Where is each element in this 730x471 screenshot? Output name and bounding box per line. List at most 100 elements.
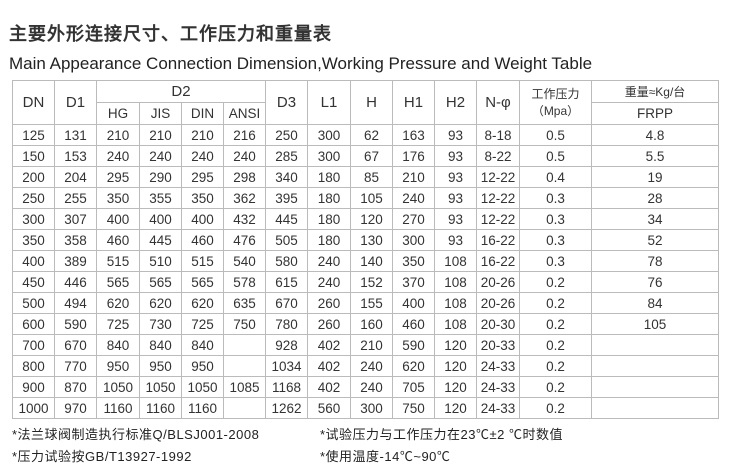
table-cell: 125 bbox=[12, 124, 55, 146]
table-cell: 970 bbox=[54, 397, 97, 419]
table-cell: 350 bbox=[12, 229, 55, 251]
table-cell: 240 bbox=[392, 187, 435, 209]
table-cell: 402 bbox=[307, 355, 351, 377]
table-cell: 240 bbox=[139, 145, 182, 167]
table-cell bbox=[591, 397, 719, 419]
table-cell: 389 bbox=[54, 250, 97, 272]
table-cell: 620 bbox=[181, 292, 224, 314]
table-cell: 20-26 bbox=[476, 271, 520, 293]
table-cell: 180 bbox=[307, 187, 351, 209]
table-cell: 300 bbox=[12, 208, 55, 230]
table-cell: 5.5 bbox=[591, 145, 719, 167]
header-din: DIN bbox=[181, 102, 224, 125]
table-cell: 515 bbox=[181, 250, 224, 272]
table-cell: 0.2 bbox=[519, 292, 592, 314]
table-cell: 52 bbox=[591, 229, 719, 251]
table-cell: 300 bbox=[307, 124, 351, 146]
table-cell: 725 bbox=[96, 313, 140, 335]
table-cell: 260 bbox=[307, 313, 351, 335]
table-cell: 180 bbox=[307, 229, 351, 251]
table-cell: 300 bbox=[307, 145, 351, 167]
table-cell: 295 bbox=[96, 166, 140, 188]
table-cell: 445 bbox=[265, 208, 308, 230]
table-row: 300 307 400 400 400 432 445 180 120 270 93 12-22 0.3… bbox=[12, 208, 719, 230]
table-cell: 900 bbox=[12, 376, 55, 398]
table-cell: 840 bbox=[96, 334, 140, 356]
table-cell: 12-22 bbox=[476, 208, 520, 230]
table-cell: 1050 bbox=[139, 376, 182, 398]
table-cell: 24-33 bbox=[476, 376, 520, 398]
table-row: 200 204 295 290 295 298 340 180 85 210 93 12-22 0.4 1… bbox=[12, 166, 719, 188]
table-cell: 1085 bbox=[223, 376, 266, 398]
table-cell: 78 bbox=[591, 250, 719, 272]
table-cell: 400 bbox=[96, 208, 140, 230]
header-d3: D3 bbox=[265, 80, 308, 125]
table-cell: 450 bbox=[12, 271, 55, 293]
table-cell: 350 bbox=[392, 250, 435, 272]
table-cell: 565 bbox=[181, 271, 224, 293]
table-cell: 93 bbox=[434, 145, 477, 167]
table-cell: 402 bbox=[307, 376, 351, 398]
table-cell: 130 bbox=[350, 229, 393, 251]
title-cn: 主要外形连接尺寸、工作压力和重量表 bbox=[9, 24, 332, 44]
table-cell: 105 bbox=[591, 313, 719, 335]
table-cell: 12-22 bbox=[476, 187, 520, 209]
table-cell: 34 bbox=[591, 208, 719, 230]
table-cell: 0.2 bbox=[519, 397, 592, 419]
table-cell: 8-22 bbox=[476, 145, 520, 167]
table-cell: 12-22 bbox=[476, 166, 520, 188]
table-cell: 240 bbox=[96, 145, 140, 167]
table-cell: 255 bbox=[54, 187, 97, 209]
table-cell: 210 bbox=[139, 124, 182, 146]
table-cell: 0.3 bbox=[519, 208, 592, 230]
table-cell: 93 bbox=[434, 208, 477, 230]
header-pressure: 工作压力 （Mpa） bbox=[519, 80, 592, 125]
table-cell: 600 bbox=[12, 313, 55, 335]
table-cell: 0.2 bbox=[519, 376, 592, 398]
table-cell: 340 bbox=[265, 166, 308, 188]
table-row: 350 358 460 445 460 476 505 180 130 300 93 16-22 0.3… bbox=[12, 229, 719, 251]
table-cell: 1160 bbox=[181, 397, 224, 419]
table-cell bbox=[223, 334, 266, 356]
table-cell: 460 bbox=[181, 229, 224, 251]
note-use-temp: *使用温度-14℃~90℃ bbox=[320, 449, 451, 464]
table-cell: 180 bbox=[307, 166, 351, 188]
table-cell: 120 bbox=[434, 397, 477, 419]
table-cell: 20-26 bbox=[476, 292, 520, 314]
table-cell: 928 bbox=[265, 334, 308, 356]
table-cell: 400 bbox=[12, 250, 55, 272]
table-cell: 93 bbox=[434, 124, 477, 146]
table-row: 450 446 565 565 565 578 615 240 152 370 108 20-26 0.… bbox=[12, 271, 719, 293]
table-cell: 635 bbox=[223, 292, 266, 314]
table-cell: 670 bbox=[265, 292, 308, 314]
table-cell: 93 bbox=[434, 187, 477, 209]
table-cell: 560 bbox=[307, 397, 351, 419]
table-cell bbox=[591, 376, 719, 398]
table-cell: 395 bbox=[265, 187, 308, 209]
table-cell: 240 bbox=[307, 250, 351, 272]
table-cell: 240 bbox=[223, 145, 266, 167]
table-cell: 210 bbox=[96, 124, 140, 146]
table-cell: 0.3 bbox=[519, 187, 592, 209]
table-cell: 28 bbox=[591, 187, 719, 209]
table-cell: 400 bbox=[392, 292, 435, 314]
table-cell: 76 bbox=[591, 271, 719, 293]
table-cell: 590 bbox=[392, 334, 435, 356]
table-cell: 120 bbox=[434, 334, 477, 356]
title-en: Main Appearance Connection Dimension,Wor… bbox=[9, 54, 593, 73]
header-n-phi: N-φ bbox=[476, 80, 520, 125]
table-cell: 750 bbox=[392, 397, 435, 419]
table-cell: 307 bbox=[54, 208, 97, 230]
table-cell: 950 bbox=[139, 355, 182, 377]
table-cell: 300 bbox=[350, 397, 393, 419]
table-cell: 204 bbox=[54, 166, 97, 188]
table-row: 900 870 1050 1050 1050 1085 1168 402 240 705 120 24… bbox=[12, 376, 719, 398]
table-cell: 140 bbox=[350, 250, 393, 272]
table-cell: 84 bbox=[591, 292, 719, 314]
pressure-label: 工作压力 bbox=[531, 86, 580, 101]
table-cell: 200 bbox=[12, 166, 55, 188]
table-cell: 155 bbox=[350, 292, 393, 314]
table-cell: 355 bbox=[139, 187, 182, 209]
table-cell: 240 bbox=[350, 355, 393, 377]
table-cell: 1050 bbox=[181, 376, 224, 398]
